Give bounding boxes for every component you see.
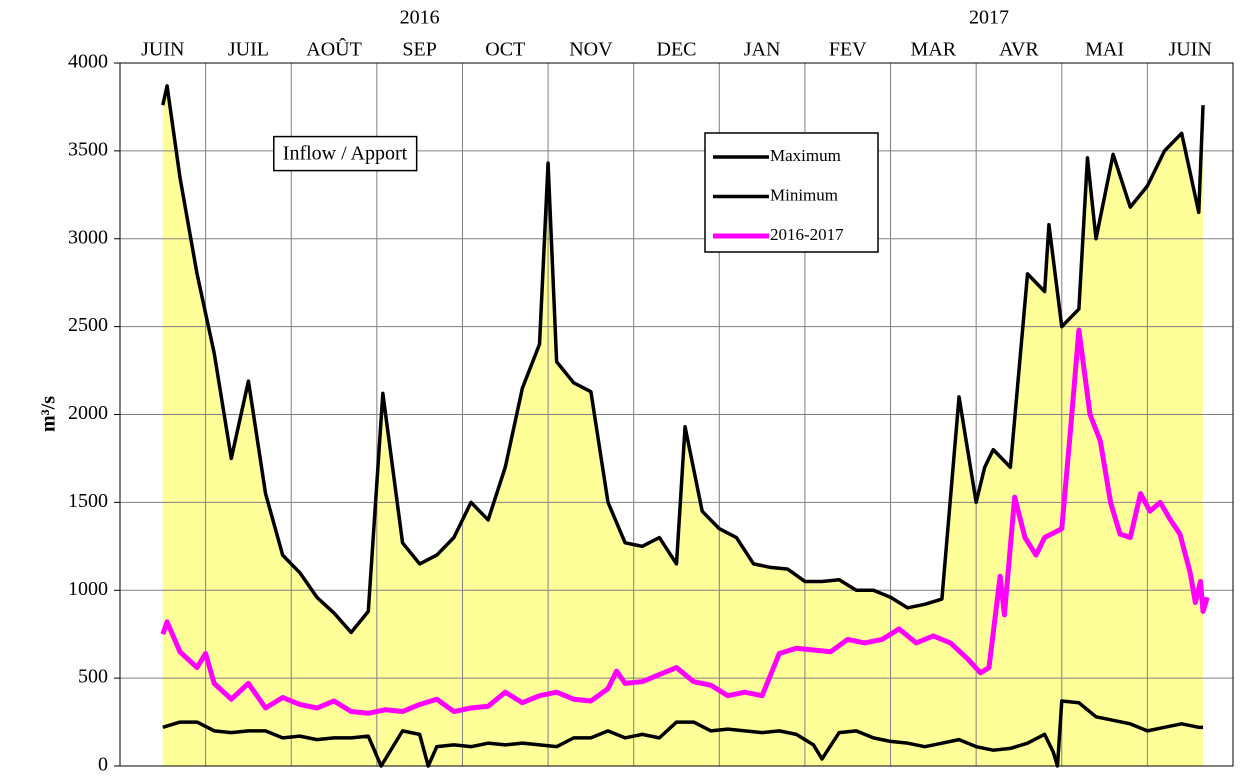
series-line <box>160 327 1210 716</box>
x-category-label: MAR <box>911 39 957 61</box>
y-tick-label: 0 <box>98 754 108 776</box>
annotation-box <box>273 135 418 172</box>
x-category-label: JUIN <box>1169 39 1212 61</box>
series-line <box>162 699 1204 768</box>
x-category-label: SEP <box>402 39 436 61</box>
legend-label: Maximum <box>770 146 841 165</box>
x-group-label: 2017 <box>969 7 1009 29</box>
annotation: Inflow / Apport <box>283 143 408 165</box>
x-category-label: JAN <box>744 39 781 61</box>
area-fill <box>162 85 1204 766</box>
x-category-label: AOÛT <box>306 37 362 61</box>
x-category-label: DEC <box>657 39 697 61</box>
y-tick-label: 1000 <box>68 578 108 600</box>
x-category-label: MAI <box>1085 39 1124 61</box>
y-tick-label: 3000 <box>68 226 108 248</box>
x-category-label: AVR <box>999 39 1039 61</box>
y-tick-label: 2500 <box>68 314 108 336</box>
y-axis-label: m³/s <box>38 396 60 432</box>
x-group-label: 2016 <box>400 7 440 29</box>
plot-border <box>119 62 1234 767</box>
legend-box <box>704 132 879 253</box>
x-category-label: OCT <box>485 39 525 61</box>
y-tick-label: 500 <box>78 666 108 688</box>
legend-label: 2016-2017 <box>770 225 844 244</box>
series-line <box>161 84 1205 635</box>
x-category-label: FEV <box>829 39 867 61</box>
y-tick-label: 3500 <box>68 138 108 160</box>
legend-label: Minimum <box>770 185 838 204</box>
x-category-label: JUIN <box>141 39 184 61</box>
y-tick-label: 1500 <box>68 490 108 512</box>
x-category-label: JUIL <box>228 39 269 61</box>
y-tick-label: 2000 <box>68 402 108 424</box>
x-category-label: NOV <box>569 39 613 61</box>
y-tick-label: 4000 <box>68 51 108 73</box>
